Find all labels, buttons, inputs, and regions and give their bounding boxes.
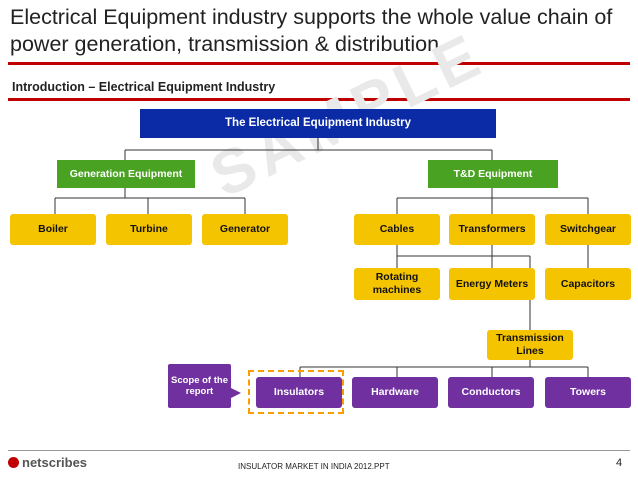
slide-title: Electrical Equipment industry supports t… [10,5,613,56]
node-energy-meters: Energy Meters [449,268,535,300]
node-hardware: Hardware [352,377,438,408]
root-node: The Electrical Equipment Industry [140,109,496,138]
node-switchgear: Switchgear [545,214,631,245]
node-conductors: Conductors [448,377,534,408]
node-transformers: Transformers [449,214,535,245]
section-subtitle: Introduction – Electrical Equipment Indu… [12,80,276,94]
node-turbine: Turbine [106,214,192,245]
node-transmission-lines: Transmission Lines [487,330,573,360]
subtitle-divider [8,98,630,101]
node-towers: Towers [545,377,631,408]
node-td-equipment: T&D Equipment [428,160,558,188]
node-cables: Cables [354,214,440,245]
logo-text: netscribes [22,455,88,470]
footer-divider [8,450,630,451]
title-divider [8,62,630,65]
page-number: 4 [616,457,623,469]
node-capacitors: Capacitors [545,268,631,300]
netscribes-logo: netscribes [8,455,87,470]
footer-document-name: INSULATOR MARKET IN INDIA 2012.PPT [238,462,390,471]
logo-icon [8,457,19,468]
node-boiler: Boiler [10,214,96,245]
callout-arrow [231,388,241,398]
node-generator: Generator [202,214,288,245]
node-insulators: Insulators [256,377,342,408]
scope-callout: Scope of the report [168,364,231,408]
node-generation-equipment: Generation Equipment [57,160,195,188]
scope-outline [248,370,344,414]
node-rotating-machines: Rotating machines [354,268,440,300]
